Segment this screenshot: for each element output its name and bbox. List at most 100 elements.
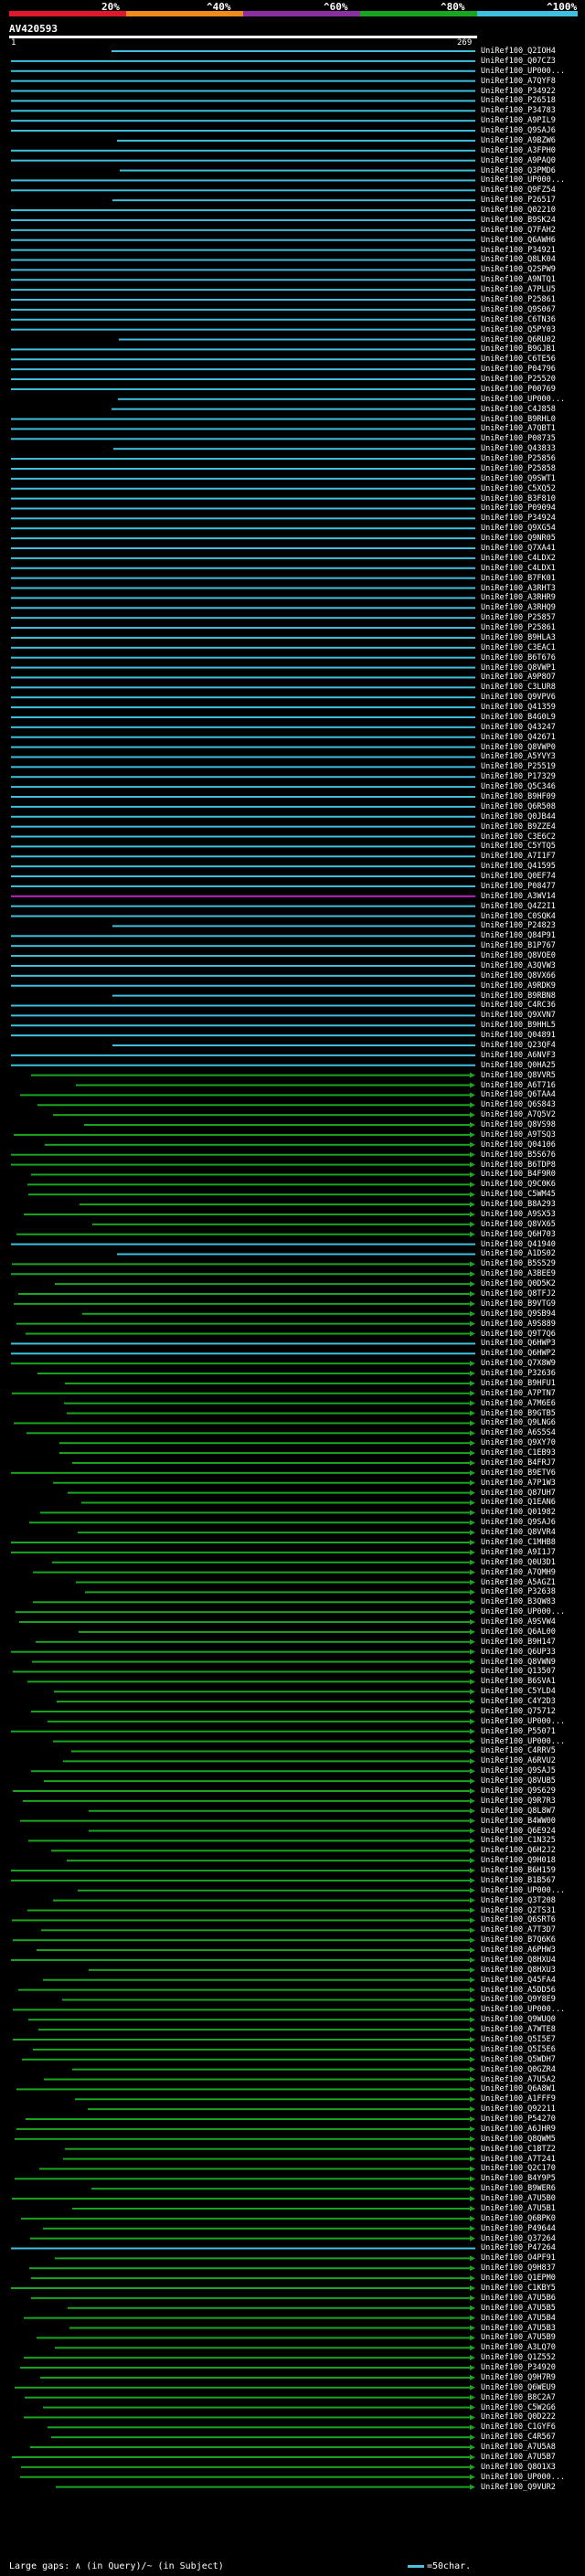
hit-label[interactable]: UniRef100_A7I1F7 — [481, 852, 556, 862]
hit-label[interactable]: UniRef100_Q8HXU4 — [481, 1955, 556, 1965]
hit-label[interactable]: UniRef100_Q9FZ54 — [481, 186, 556, 196]
hit-label[interactable]: UniRef100_A9RDK9 — [481, 981, 556, 991]
hit-label[interactable]: UniRef100_C1MHB8 — [481, 1538, 556, 1547]
hit-label[interactable]: UniRef100_Q9S629 — [481, 1786, 556, 1796]
hit-label[interactable]: UniRef100_A9NTQ1 — [481, 275, 556, 285]
hit-label[interactable]: UniRef100_Q02210 — [481, 206, 556, 216]
hit-label[interactable]: UniRef100_C4LDX2 — [481, 553, 556, 563]
hit-label[interactable]: UniRef100_Q8VS98 — [481, 1120, 556, 1130]
hit-label[interactable]: UniRef100_Q9XG54 — [481, 524, 556, 534]
hit-label[interactable]: UniRef100_Q8O1X3 — [481, 2462, 556, 2472]
hit-label[interactable]: UniRef100_A7U5B9 — [481, 2333, 556, 2343]
hit-label[interactable]: UniRef100_P26517 — [481, 196, 556, 206]
hit-label[interactable]: UniRef100_Q43833 — [481, 444, 556, 454]
hit-label[interactable]: UniRef100_Q75712 — [481, 1706, 556, 1716]
hit-label[interactable]: UniRef100_Q6AL00 — [481, 1627, 556, 1637]
hit-label[interactable]: UniRef100_Q9VPV6 — [481, 693, 556, 703]
hit-label[interactable]: UniRef100_Q6R508 — [481, 801, 556, 811]
hit-label[interactable]: UniRef100_A9SX53 — [481, 1209, 556, 1219]
hit-label[interactable]: UniRef100_Q6TAA4 — [481, 1090, 556, 1100]
hit-label[interactable]: UniRef100_Q0D222 — [481, 2412, 556, 2422]
hit-label[interactable]: UniRef100_A7U5A8 — [481, 2443, 556, 2453]
hit-label[interactable]: UniRef100_Q6WEU9 — [481, 2382, 556, 2392]
hit-label[interactable]: UniRef100_B5S529 — [481, 1259, 556, 1269]
hit-label[interactable]: UniRef100_B4WW00 — [481, 1816, 556, 1826]
hit-label[interactable]: UniRef100_C5W2G6 — [481, 2402, 556, 2412]
hit-label[interactable]: UniRef100_B1P767 — [481, 941, 556, 951]
hit-label[interactable]: UniRef100_C1EB93 — [481, 1448, 556, 1458]
hit-label[interactable]: UniRef100_B9VTG9 — [481, 1299, 556, 1309]
hit-label[interactable]: UniRef100_C6TN36 — [481, 314, 556, 324]
hit-label[interactable]: UniRef100_A3RHT3 — [481, 583, 556, 593]
hit-label[interactable]: UniRef100_B9GJB1 — [481, 345, 556, 355]
hit-label[interactable]: UniRef100_P34783 — [481, 106, 556, 116]
hit-label[interactable]: UniRef100_P00769 — [481, 384, 556, 394]
hit-label[interactable]: UniRef100_Q84P91 — [481, 931, 556, 941]
hit-label[interactable]: UniRef100_Q9S067 — [481, 304, 556, 314]
hit-label[interactable]: UniRef100_A7QYF8 — [481, 76, 556, 86]
hit-label[interactable]: UniRef100_Q9XY70 — [481, 1438, 556, 1448]
hit-label[interactable]: UniRef100_P25861 — [481, 623, 556, 633]
hit-label[interactable]: UniRef100_P34920 — [481, 2363, 556, 2373]
hit-label[interactable]: UniRef100_C4R567 — [481, 2433, 556, 2443]
hit-label[interactable]: UniRef100_B9RBN8 — [481, 991, 556, 1001]
hit-label[interactable]: UniRef100_P49644 — [481, 2223, 556, 2233]
hit-label[interactable]: UniRef100_Q5I5E6 — [481, 2044, 556, 2054]
hit-label[interactable]: UniRef100_Q9SB94 — [481, 1309, 556, 1319]
hit-label[interactable]: UniRef100_A3FPH0 — [481, 145, 556, 155]
hit-label[interactable]: UniRef100_A7U5B6 — [481, 2293, 556, 2303]
hit-label[interactable]: UniRef100_P08735 — [481, 434, 556, 444]
hit-label[interactable]: UniRef100_C3LUR8 — [481, 683, 556, 693]
hit-label[interactable]: UniRef100_Q04891 — [481, 1031, 556, 1041]
hit-label[interactable]: UniRef100_Q8VVR5 — [481, 1070, 556, 1080]
hit-label[interactable]: UniRef100_P25519 — [481, 762, 556, 772]
hit-label[interactable]: UniRef100_Q6S843 — [481, 1100, 556, 1110]
hit-label[interactable]: UniRef100_B4FRJ7 — [481, 1458, 556, 1468]
hit-label[interactable]: UniRef100_Q9LNG6 — [481, 1418, 556, 1428]
hit-label[interactable]: UniRef100_P26518 — [481, 96, 556, 106]
hit-label[interactable]: UniRef100_Q0D5K2 — [481, 1279, 556, 1289]
hit-label[interactable]: UniRef100_A7P1W3 — [481, 1478, 556, 1488]
hit-label[interactable]: UniRef100_Q8VVR4 — [481, 1528, 556, 1538]
hit-label[interactable]: UniRef100_B8A293 — [481, 1200, 556, 1210]
hit-label[interactable]: UniRef100_B6TDP8 — [481, 1160, 556, 1170]
hit-label[interactable]: UniRef100_B9GTB5 — [481, 1408, 556, 1418]
hit-label[interactable]: UniRef100_UP000... — [481, 2005, 566, 2015]
hit-label[interactable]: UniRef100_Q13507 — [481, 1667, 556, 1677]
hit-label[interactable]: UniRef100_C4RC36 — [481, 1001, 556, 1011]
hit-label[interactable]: UniRef100_P09094 — [481, 504, 556, 514]
hit-label[interactable]: UniRef100_Q6AWH6 — [481, 235, 556, 245]
hit-label[interactable]: UniRef100_P04796 — [481, 365, 556, 375]
hit-label[interactable]: UniRef100_A7U5A2 — [481, 2074, 556, 2084]
hit-label[interactable]: UniRef100_C3EAC1 — [481, 642, 556, 652]
hit-label[interactable]: UniRef100_A5AGZ1 — [481, 1577, 556, 1587]
hit-label[interactable]: UniRef100_UP000... — [481, 1716, 566, 1726]
hit-label[interactable]: UniRef100_Q8VWP0 — [481, 742, 556, 752]
hit-label[interactable]: UniRef100_Q6H703 — [481, 1229, 556, 1239]
hit-label[interactable]: UniRef100_A9P8O7 — [481, 673, 556, 683]
hit-label[interactable]: UniRef100_C5YTQ5 — [481, 842, 556, 852]
hit-label[interactable]: UniRef100_A1DS02 — [481, 1249, 556, 1259]
hit-label[interactable]: UniRef100_C1BTZ2 — [481, 2144, 556, 2154]
hit-label[interactable]: UniRef100_A9S889 — [481, 1319, 556, 1329]
hit-label[interactable]: UniRef100_Q1EPM0 — [481, 2274, 556, 2284]
hit-label[interactable]: UniRef100_A7U5B5 — [481, 2303, 556, 2313]
hit-label[interactable]: UniRef100_B9RHL0 — [481, 414, 556, 424]
hit-label[interactable]: UniRef100_B6T676 — [481, 652, 556, 663]
hit-label[interactable]: UniRef100_C4Y2D3 — [481, 1697, 556, 1707]
hit-label[interactable]: UniRef100_B4F9R0 — [481, 1170, 556, 1180]
hit-label[interactable]: UniRef100_C6TE56 — [481, 355, 556, 365]
hit-label[interactable]: UniRef100_P24823 — [481, 921, 556, 931]
hit-label[interactable]: UniRef100_A7M6E6 — [481, 1398, 556, 1408]
hit-label[interactable]: UniRef100_A6JHR9 — [481, 2124, 556, 2134]
hit-label[interactable]: UniRef100_P17329 — [481, 772, 556, 782]
hit-label[interactable]: UniRef100_A6S5S4 — [481, 1428, 556, 1438]
hit-label[interactable]: UniRef100_Q6BPK0 — [481, 2213, 556, 2223]
hit-label[interactable]: UniRef100_C5YLD4 — [481, 1687, 556, 1697]
hit-label[interactable]: UniRef100_A7WTE8 — [481, 2025, 556, 2035]
hit-label[interactable]: UniRef100_Q87UH7 — [481, 1488, 556, 1498]
hit-label[interactable]: UniRef100_Q9H837 — [481, 2263, 556, 2274]
hit-label[interactable]: UniRef100_A7QBT1 — [481, 424, 556, 434]
hit-label[interactable]: UniRef100_Q9NR05 — [481, 534, 556, 544]
hit-label[interactable]: UniRef100_Q6RU02 — [481, 334, 556, 345]
